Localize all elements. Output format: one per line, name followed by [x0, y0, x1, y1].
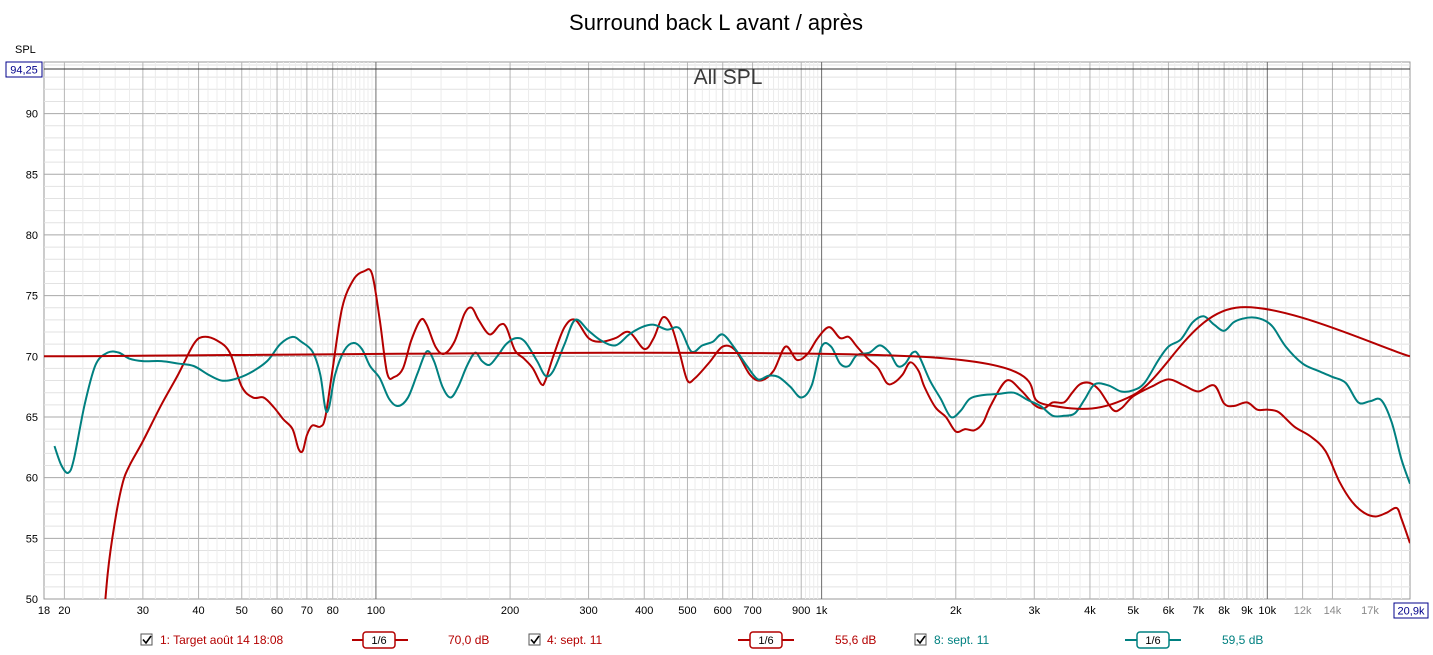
- x-tick-label: 8k: [1218, 605, 1230, 617]
- y-tick-label: 55: [26, 533, 38, 545]
- y-tick-labels: 90 85 80 75 70 65 60 55 50: [26, 109, 38, 606]
- legend-label-sept11-teal: 8: sept. 11: [934, 633, 989, 647]
- series-line-sept11-red: [104, 268, 1410, 599]
- x-tick-label: 6k: [1163, 605, 1175, 617]
- x-tick-label: 300: [579, 605, 597, 617]
- x-tick-label: 60: [271, 605, 283, 617]
- x-tick-label: 5k: [1127, 605, 1139, 617]
- series-line-target: [44, 306, 1410, 410]
- x-tick-label: 7k: [1192, 605, 1204, 617]
- x-tick-label: 20: [58, 605, 70, 617]
- x-tick-label: 4k: [1084, 605, 1096, 617]
- legend-level-sept11-red: 55,6 dB: [835, 633, 876, 647]
- x-tick-label: 3k: [1028, 605, 1040, 617]
- legend-level-sept11-teal: 59,5 dB: [1222, 633, 1263, 647]
- x-tick-label: 50: [236, 605, 248, 617]
- y-tick-label: 80: [26, 230, 38, 242]
- legend: 1: Target août 14 18:08 1/6 70,0 dB 4: s…: [140, 631, 1263, 649]
- svg-text:94,25: 94,25: [10, 65, 38, 77]
- y-tick-label: 90: [26, 109, 38, 121]
- x-tick-label: 400: [635, 605, 653, 617]
- y-axis-label: SPL: [15, 44, 36, 56]
- legend-label-sept11-red: 4: sept. 11: [547, 633, 602, 647]
- overlay-label: All SPL: [694, 66, 763, 89]
- plot-area[interactable]: [43, 61, 1411, 600]
- smoothing-selector-target[interactable]: 1/6: [352, 631, 408, 649]
- x-tick-label: 70: [301, 605, 313, 617]
- y-tick-label: 60: [26, 473, 38, 485]
- checkbox-icon[interactable]: [528, 633, 541, 646]
- svg-text:1/6: 1/6: [371, 635, 386, 647]
- y-tick-label: 50: [26, 594, 38, 606]
- x-tick-label: 10k: [1258, 605, 1276, 617]
- x-tick-label: 200: [501, 605, 519, 617]
- series-line-sept11-teal: [53, 315, 1410, 485]
- y-tick-label: 65: [26, 412, 38, 424]
- chart-title: Surround back L avant / après: [569, 10, 863, 35]
- y-tick-label: 75: [26, 291, 38, 303]
- x-tick-label: 9k: [1241, 605, 1253, 617]
- svg-text:1/6: 1/6: [758, 635, 773, 647]
- x-tick-labels: 18 20 30 40 50 60 70 80 100 200 300 400 500 600 700 900…: [38, 605, 1380, 617]
- checkbox-icon[interactable]: [140, 633, 153, 646]
- svg-text:20,9k: 20,9k: [1398, 606, 1425, 618]
- x-tick-label: 80: [327, 605, 339, 617]
- x-tick-label: 900: [792, 605, 810, 617]
- x-tick-label: 700: [743, 605, 761, 617]
- data-series: [44, 268, 1410, 599]
- y-max-readout[interactable]: 94,25: [5, 61, 43, 78]
- checkbox-icon[interactable]: [914, 633, 927, 646]
- x-tick-label: 12k: [1294, 605, 1312, 617]
- x-tick-label: 40: [192, 605, 204, 617]
- x-tick-label: 17k: [1361, 605, 1379, 617]
- x-tick-label: 30: [137, 605, 149, 617]
- x-tick-label: 500: [678, 605, 696, 617]
- smoothing-selector-sept11-teal[interactable]: 1/6: [1125, 631, 1181, 649]
- x-tick-label: 18: [38, 605, 50, 617]
- grid-lines: [44, 62, 1410, 599]
- x-max-readout[interactable]: 20,9k: [1393, 602, 1429, 619]
- svg-text:1/6: 1/6: [1145, 635, 1160, 647]
- x-tick-label: 100: [367, 605, 385, 617]
- y-tick-label: 85: [26, 169, 38, 181]
- legend-level-target: 70,0 dB: [448, 633, 489, 647]
- x-tick-label: 2k: [950, 605, 962, 617]
- smoothing-selector-sept11-red[interactable]: 1/6: [738, 631, 794, 649]
- x-tick-label: 1k: [816, 605, 828, 617]
- legend-item-sept11-teal: 8: sept. 11 1/6 59,5 dB: [914, 631, 1263, 649]
- legend-label-target: 1: Target août 14 18:08: [160, 633, 284, 647]
- x-tick-label: 14k: [1324, 605, 1342, 617]
- legend-item-sept11-red: 4: sept. 11 1/6 55,6 dB: [528, 631, 876, 649]
- x-tick-label: 600: [714, 605, 732, 617]
- legend-item-target: 1: Target août 14 18:08 1/6 70,0 dB: [140, 631, 489, 649]
- y-tick-label: 70: [26, 351, 38, 363]
